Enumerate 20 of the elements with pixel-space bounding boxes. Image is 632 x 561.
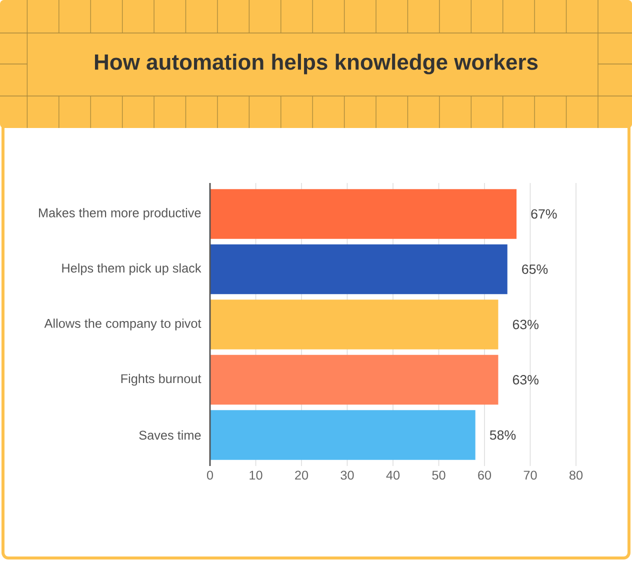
x-tick-label: 30	[340, 470, 354, 480]
data-label: 63%	[512, 320, 538, 330]
x-tick-label: 70	[524, 470, 537, 480]
data-label: 58%	[490, 430, 516, 440]
x-tick-label: 60	[478, 470, 492, 480]
chart-title: How automation helps knowledge workers	[94, 54, 538, 74]
x-tick-label: 0	[206, 470, 214, 480]
y-tick-label: Helps them pick up slack	[62, 263, 202, 276]
x-tick-label: 40	[386, 470, 400, 480]
data-label: 65%	[522, 264, 548, 274]
data-label: 67%	[531, 209, 557, 219]
x-tick-label: 20	[295, 470, 308, 480]
y-tick-label: Allows the company to pivot	[44, 318, 202, 330]
data-label: 63%	[512, 375, 538, 384]
y-tick-label: Fights burnout	[121, 374, 202, 386]
x-tick-label: 50	[432, 470, 446, 480]
x-tick-label: 10	[250, 470, 262, 480]
y-tick-label: Makes them more productive	[39, 208, 201, 220]
x-tick-label: 80	[570, 470, 583, 480]
y-tick-label: Saves time	[139, 430, 201, 440]
